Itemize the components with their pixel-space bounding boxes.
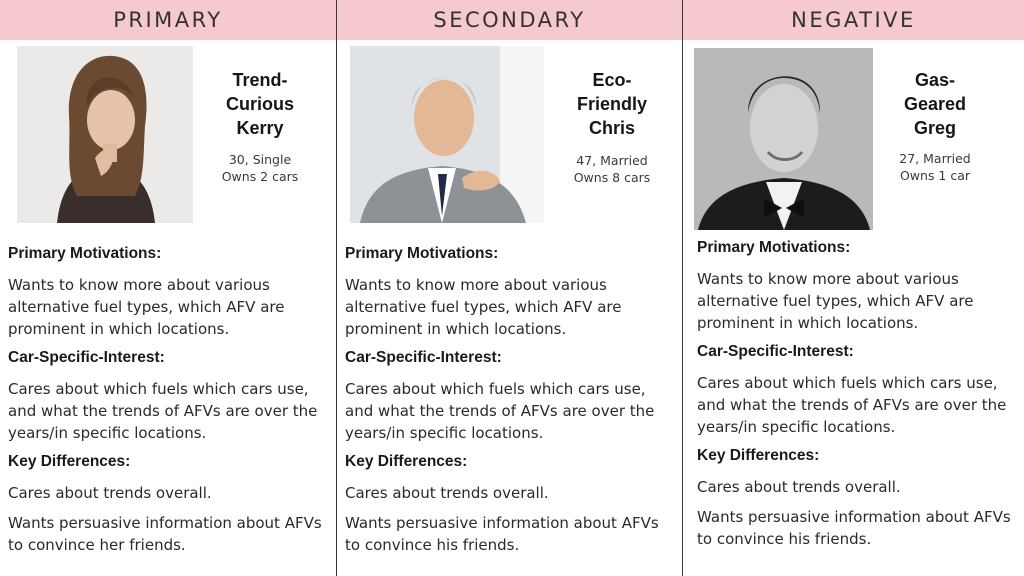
interest-title: Car-Specific-Interest: <box>697 343 854 360</box>
persona-details: Primary Motivations: Wants to know more … <box>697 238 1018 558</box>
persona-cars: Owns 8 cars <box>573 170 651 185</box>
difference-1: Cares about trends overall. <box>345 484 549 502</box>
persona-category-header: SECONDARY <box>337 0 682 40</box>
persona-cars: Owns 2 cars <box>221 169 299 184</box>
persona-name-line: Friendly <box>576 94 647 114</box>
differences-title: Key Differences: <box>697 447 820 464</box>
persona-name-line: Curious <box>225 94 294 114</box>
persona-photo-greg <box>694 48 873 230</box>
persona-photo-kerry <box>17 46 193 223</box>
persona-name: Gas- Geared Greg <box>879 68 991 140</box>
interest-text: Cares about which fuels which cars use, … <box>345 380 655 442</box>
persona-age-status: 27, Married <box>899 151 971 166</box>
persona-cars: Owns 1 car <box>899 168 971 183</box>
interest-text: Cares about which fuels which cars use, … <box>697 374 1007 436</box>
persona-name-line: Trend- <box>232 70 288 90</box>
persona-name-line: Chris <box>588 118 635 138</box>
persona-name-line: Kerry <box>236 118 284 138</box>
motivations-text: Wants to know more about various alterna… <box>697 270 974 332</box>
persona-age-status: 30, Single <box>228 152 292 167</box>
motivations-title: Primary Motivations: <box>697 239 851 256</box>
persona-name: Trend- Curious Kerry <box>200 68 320 140</box>
persona-meta: 47, Married Owns 8 cars <box>551 152 673 186</box>
differences-title: Key Differences: <box>8 453 131 470</box>
persona-meta: 30, Single Owns 2 cars <box>200 151 320 185</box>
persona-name-line: Eco- <box>592 70 632 90</box>
persona-name-line: Gas- <box>914 70 956 90</box>
difference-1: Cares about trends overall. <box>8 484 212 502</box>
motivations-text: Wants to know more about various alterna… <box>345 276 622 338</box>
difference-2: Wants persuasive information about AFVs … <box>345 514 659 554</box>
persona-details: Primary Motivations: Wants to know more … <box>345 244 676 564</box>
persona-name-line: Geared <box>903 94 967 114</box>
persona-details: Primary Motivations: Wants to know more … <box>8 244 330 564</box>
difference-2: Wants persuasive information about AFVs … <box>697 508 1011 548</box>
persona-photo-chris <box>350 46 544 223</box>
interest-title: Car-Specific-Interest: <box>345 349 502 366</box>
persona-category-header: NEGATIVE <box>683 0 1024 40</box>
persona-meta: 27, Married Owns 1 car <box>879 150 991 184</box>
difference-2: Wants persuasive information about AFVs … <box>8 514 322 554</box>
persona-name-line: Greg <box>913 118 956 138</box>
persona-category-header: PRIMARY <box>0 0 336 40</box>
persona-age-status: 47, Married <box>576 153 648 168</box>
motivations-text: Wants to know more about various alterna… <box>8 276 285 338</box>
persona-card-secondary: SECONDARY Eco- Friendly Chris 47, Marrie… <box>336 0 682 576</box>
interest-text: Cares about which fuels which cars use, … <box>8 380 318 442</box>
interest-title: Car-Specific-Interest: <box>8 349 165 366</box>
motivations-title: Primary Motivations: <box>8 245 162 262</box>
differences-title: Key Differences: <box>345 453 468 470</box>
persona-card-negative: NEGATIVE Gas- Geared Greg 27, Married Ow… <box>682 0 1024 576</box>
difference-1: Cares about trends overall. <box>697 478 901 496</box>
persona-card-primary: PRIMARY Trend- Curious Kerry 30, Single … <box>0 0 336 576</box>
persona-name: Eco- Friendly Chris <box>551 68 673 140</box>
motivations-title: Primary Motivations: <box>345 245 499 262</box>
